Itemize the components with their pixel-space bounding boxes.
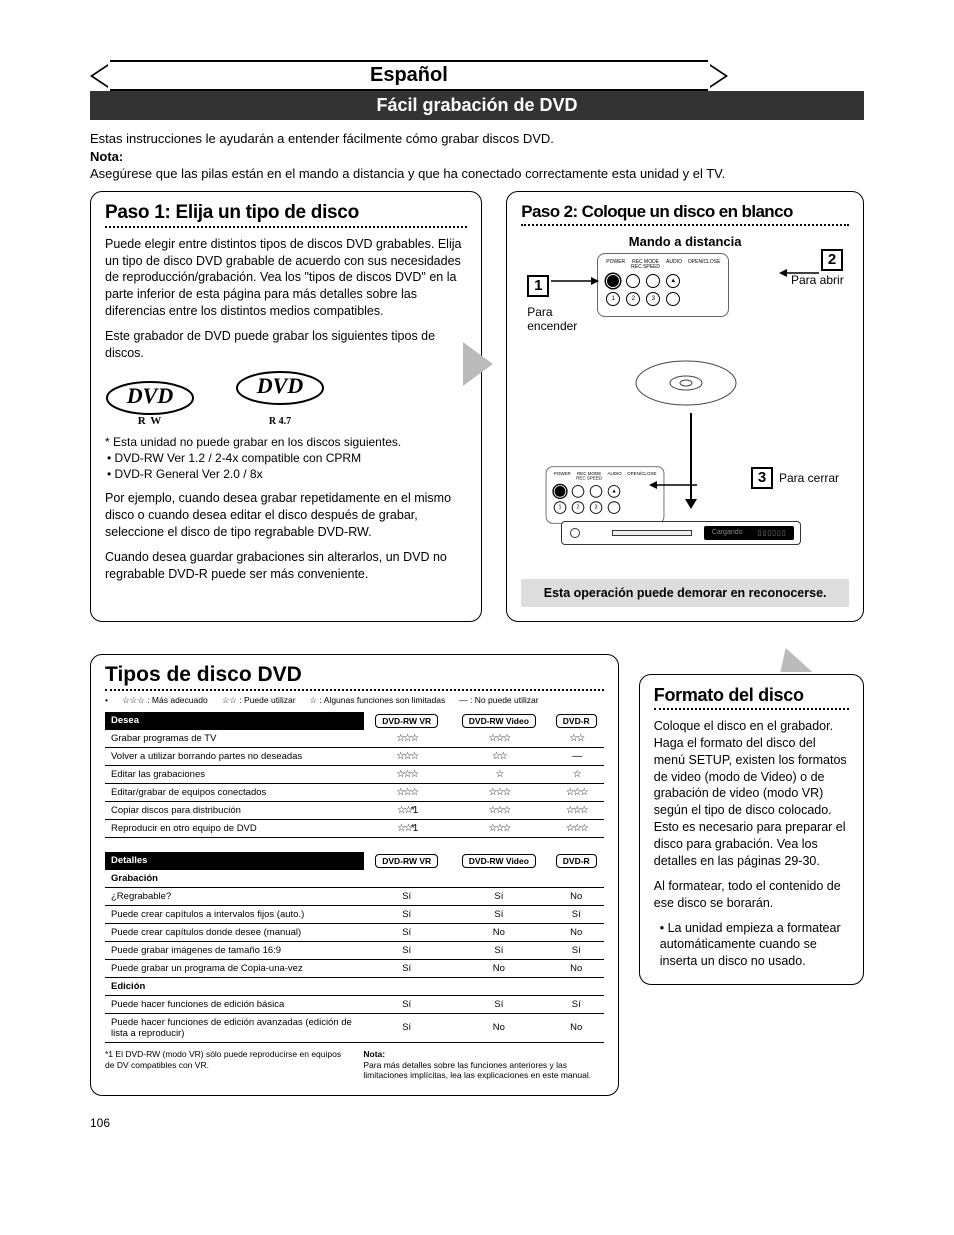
step1-p1: Puede elegir entre distintos tipos de di… [105, 236, 467, 320]
loading-text: Cargando [712, 529, 743, 536]
format-bullet: • La unidad empieza a formatear automáti… [654, 920, 849, 971]
table-row: Puede grabar imágenes de tamaño 16:9SíSí… [105, 941, 604, 959]
table-row: Copiar discos para distribución☆☆*1☆☆☆☆☆… [105, 801, 604, 819]
intro-line-1: Estas instrucciones le ayudarán a entend… [90, 130, 864, 148]
table-row: Puede hacer funciones de edición avanzad… [105, 1013, 604, 1042]
table-row: Editar/grabar de equipos conectados☆☆☆☆☆… [105, 783, 604, 801]
chevron-left-icon [90, 64, 110, 88]
legend-1: ☆☆☆ : Más adecuado [122, 695, 208, 706]
types-table-1: Desea DVD-RW VR DVD-RW Video DVD-R Graba… [105, 712, 604, 838]
table-row: Puede crear capítulos a intervalos fijos… [105, 905, 604, 923]
language-label: Español [110, 60, 708, 91]
main-title: Fácil grabación de DVD [90, 91, 864, 120]
chevron-right-icon [708, 64, 728, 88]
step2-diagram: POWERREC MODEREC SPEEDAUDIOOPEN/CLOSE ▲ … [521, 253, 849, 573]
table-row: Grabar programas de TV☆☆☆☆☆☆☆☆ [105, 730, 604, 748]
insert-arrow-icon [681, 413, 701, 513]
dvd-r-sub: R 4.7 [269, 416, 291, 427]
foot1b: El DVD-RW (modo VR) sólo puede reproduci… [105, 1049, 341, 1070]
table-row: Puede crear capítulos donde desee (manua… [105, 923, 604, 941]
foot1a: *1 [105, 1049, 113, 1059]
step1-nolist-1: • DVD-RW Ver 1.2 / 2-4x compatible con C… [107, 451, 467, 467]
format-box: Formato del disco Coloque el disco en el… [639, 674, 864, 985]
col-detalles: Detalles [105, 852, 364, 870]
dvd-player-icon: Cargando▯▯▯▯▯▯ [561, 521, 801, 545]
step2-box: Paso 2: Coloque un disco en blanco Mando… [506, 191, 864, 622]
arrow-2-icon [779, 263, 819, 283]
label-3: Para cerrar [779, 471, 845, 485]
table-row: Editar las grabaciones☆☆☆☆☆ [105, 765, 604, 783]
foot2: Para más detalles sobre las funciones an… [363, 1060, 603, 1081]
types-footnote: *1 El DVD-RW (modo VR) sólo puede reprod… [105, 1049, 604, 1081]
arrow-1-icon [551, 271, 601, 291]
label-1: Para encender [527, 305, 587, 333]
col-vr: DVD-RW VR [375, 714, 438, 728]
col-video: DVD-RW Video [462, 714, 536, 728]
types-legend: • ☆☆☆ : Más adecuado ☆☆ : Puede utilizar… [105, 695, 604, 706]
svg-text:DVD: DVD [126, 383, 174, 408]
types-heading: Tipos de disco DVD [105, 663, 604, 691]
step1-p4: Cuando desea guardar grabaciones sin alt… [105, 549, 467, 583]
disc-icon [631, 353, 741, 413]
arrow-3-icon [647, 475, 697, 495]
num-1: 1 [527, 275, 549, 297]
dvd-r-logo: DVD R 4.7 [235, 370, 325, 426]
dvd-rw-sub: R W [105, 418, 195, 426]
num-2: 2 [821, 249, 843, 271]
num-3: 3 [751, 467, 773, 489]
intro-line-2: Asegúrese que las pilas están en el mand… [90, 165, 864, 183]
step1-cannot: * Esta unidad no puede grabar en los dis… [105, 435, 467, 451]
step1-p3: Por ejemplo, cuando desea grabar repetid… [105, 490, 467, 541]
table-row: Puede grabar un programa de Copia-una-ve… [105, 959, 604, 977]
intro-note-label: Nota: [90, 148, 864, 166]
legend-4: — : No puede utilizar [459, 695, 538, 706]
legend-2: ☆☆ : Puede utilizar [222, 695, 296, 706]
remote-label: Mando a distancia [521, 234, 849, 249]
step1-heading: Paso 1: Elija un tipo de disco [105, 202, 467, 228]
step1-box: Paso 1: Elija un tipo de disco Puede ele… [90, 191, 482, 622]
step2-heading: Paso 2: Coloque un disco en blanco [521, 202, 849, 226]
table-row: Edición [105, 977, 604, 995]
step1-nolist-2: • DVD-R General Ver 2.0 / 8x [107, 467, 467, 483]
svg-text:DVD: DVD [256, 373, 304, 398]
format-p1: Coloque el disco en el grabador. Haga el… [654, 718, 849, 870]
types-table-2: Detalles DVD-RW VR DVD-RW Video DVD-R Gr… [105, 852, 604, 1043]
flow-arrow-icon [463, 342, 493, 386]
table-row: Puede hacer funciones de edición básicaS… [105, 995, 604, 1013]
step1-p2: Este grabador de DVD puede grabar los si… [105, 328, 467, 362]
dvd-logos: DVD R W DVD R 4.7 [105, 370, 467, 426]
table-row: Grabación [105, 870, 604, 888]
types-box: Tipos de disco DVD • ☆☆☆ : Más adecuado … [90, 654, 619, 1096]
col-r: DVD-R [556, 714, 597, 728]
pointer-triangle-icon [770, 648, 813, 672]
language-banner: Español [90, 60, 864, 91]
table-row: ¿Regrabable?SíSíNo [105, 887, 604, 905]
format-heading: Formato del disco [654, 685, 849, 710]
table-row: Volver a utilizar borrando partes no des… [105, 747, 604, 765]
table-row: Reproducir en otro equipo de DVD☆☆*1☆☆☆☆… [105, 819, 604, 837]
step2-warning: Esta operación puede demorar en reconoce… [521, 579, 849, 607]
format-p2: Al formatear, todo el contenido de ese d… [654, 878, 849, 912]
intro-block: Estas instrucciones le ayudarán a entend… [90, 130, 864, 183]
foot2-label: Nota: [363, 1049, 603, 1060]
remote-panel-top: POWERREC MODEREC SPEEDAUDIOOPEN/CLOSE ▲ … [597, 253, 729, 317]
col-desea: Desea [105, 712, 364, 730]
legend-3: ☆ : Algunas funciones son limitadas [310, 695, 446, 706]
dvd-rw-logo: DVD R W [105, 380, 195, 426]
page-number: 106 [90, 1116, 864, 1130]
